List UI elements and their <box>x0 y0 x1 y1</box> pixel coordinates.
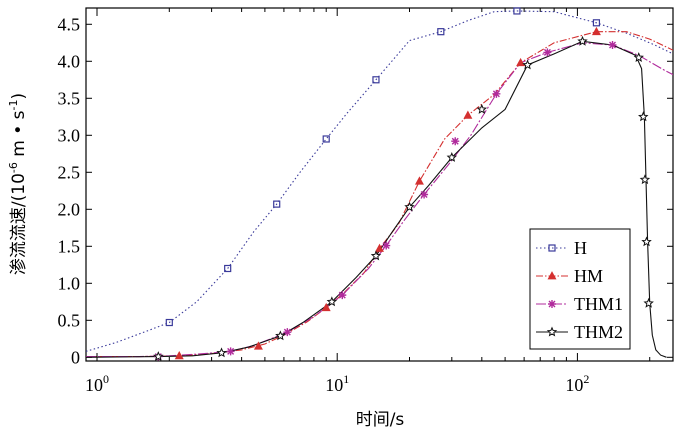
data-point <box>224 264 232 273</box>
data-point <box>543 48 552 57</box>
x-tick-base: 10 <box>85 375 103 395</box>
y-axis-title-exp2: -1 <box>7 100 20 111</box>
data-point <box>592 19 601 27</box>
data-point <box>516 57 526 67</box>
data-point <box>321 302 331 312</box>
x-tick-label: 102 <box>565 372 589 395</box>
marker-layer <box>153 7 654 362</box>
x-tick-exp: 2 <box>583 372 589 386</box>
legend-marker-thm1 <box>548 300 556 308</box>
data-point <box>643 297 654 308</box>
legend-label-hm: HM <box>574 266 603 286</box>
legend-marker-h <box>548 244 556 252</box>
data-point <box>216 347 227 358</box>
data-point <box>322 135 330 143</box>
y-tick-label: 3.0 <box>58 125 81 145</box>
data-point <box>404 201 415 212</box>
data-point <box>226 347 235 356</box>
data-point <box>283 328 292 337</box>
data-point <box>513 7 521 15</box>
series-line-h <box>86 10 673 352</box>
y-tick-label: 2.5 <box>58 162 81 182</box>
series-line-thm2 <box>86 40 667 358</box>
data-point <box>437 28 445 36</box>
y-axis-title-close: ) <box>9 93 29 100</box>
x-tick-exp: 0 <box>103 372 109 386</box>
data-point <box>375 243 384 252</box>
data-point <box>577 35 588 46</box>
y-tick-label: 1.5 <box>58 236 81 256</box>
data-point <box>446 152 458 162</box>
y-axis-title: 渗流流速/(10-6 m • s-1) <box>7 93 29 275</box>
data-point <box>591 26 601 36</box>
y-tick-label: 4.5 <box>58 14 81 34</box>
y-tick-label: 0 <box>71 347 80 367</box>
data-point <box>326 296 338 307</box>
data-point <box>638 111 649 122</box>
x-tick-exp: 1 <box>343 372 349 386</box>
data-point <box>153 351 164 362</box>
y-tick-label: 3.5 <box>58 88 81 108</box>
data-point <box>639 174 651 185</box>
x-tick-label: 100 <box>85 372 109 395</box>
legend-label-thm1: THM1 <box>574 294 623 314</box>
legend-box <box>529 228 631 350</box>
legend-marker-thm2 <box>546 326 558 337</box>
y-tick-label: 1.0 <box>58 273 81 293</box>
data-point <box>633 52 644 63</box>
data-point <box>451 137 460 146</box>
data-point <box>608 41 617 50</box>
x-tick-base: 10 <box>325 375 343 395</box>
y-tick-label: 4.0 <box>58 51 81 71</box>
x-axis-title: 时间/s <box>356 410 405 430</box>
y-tick-label: 2.0 <box>58 199 81 219</box>
y-axis-title-tail: m • s <box>9 110 29 162</box>
legend: H HM THM1 THM2 <box>529 228 631 350</box>
y-axis-title-main: 渗流流速/(10 <box>9 173 29 275</box>
data-point <box>165 318 173 327</box>
data-point <box>463 110 473 119</box>
y-tick-label: 0.5 <box>58 310 81 330</box>
data-point <box>641 236 652 247</box>
data-point <box>273 200 281 208</box>
legend-marker-hm <box>547 271 557 280</box>
data-point <box>370 250 382 261</box>
x-tick-label: 101 <box>325 372 349 395</box>
data-point <box>476 103 488 114</box>
data-point <box>522 59 533 70</box>
data-point <box>382 241 391 250</box>
legend-label-h: H <box>574 238 587 258</box>
data-point <box>492 89 501 98</box>
data-point <box>174 350 184 360</box>
data-point <box>253 341 263 350</box>
data-point <box>420 190 429 199</box>
legend-label-thm2: THM2 <box>574 322 623 342</box>
data-point <box>338 291 347 300</box>
data-point <box>372 76 380 84</box>
y-axis-title-exp: -6 <box>7 162 20 173</box>
x-tick-base: 10 <box>565 375 583 395</box>
data-point <box>275 330 286 341</box>
data-point <box>414 176 424 185</box>
